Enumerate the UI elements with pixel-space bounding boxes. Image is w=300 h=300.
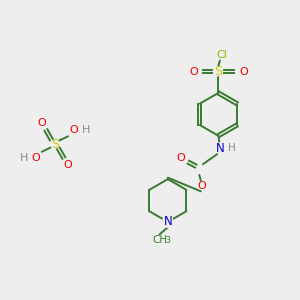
Text: H: H [228, 143, 236, 153]
Text: H: H [20, 153, 28, 163]
Text: O: O [38, 118, 46, 128]
Text: O: O [197, 181, 206, 191]
Text: O: O [176, 153, 185, 163]
Text: O: O [70, 125, 78, 135]
Text: S: S [214, 65, 222, 78]
Text: N: N [164, 215, 172, 228]
Text: 3: 3 [165, 236, 170, 245]
Text: CH: CH [152, 236, 167, 245]
Text: H: H [82, 125, 90, 135]
Text: O: O [32, 153, 40, 163]
Text: O: O [63, 160, 72, 170]
Text: N: N [216, 142, 225, 155]
Circle shape [163, 217, 173, 227]
Text: O: O [239, 67, 248, 76]
Text: Cl: Cl [216, 50, 227, 60]
Text: O: O [189, 67, 198, 76]
Text: S: S [51, 138, 59, 151]
